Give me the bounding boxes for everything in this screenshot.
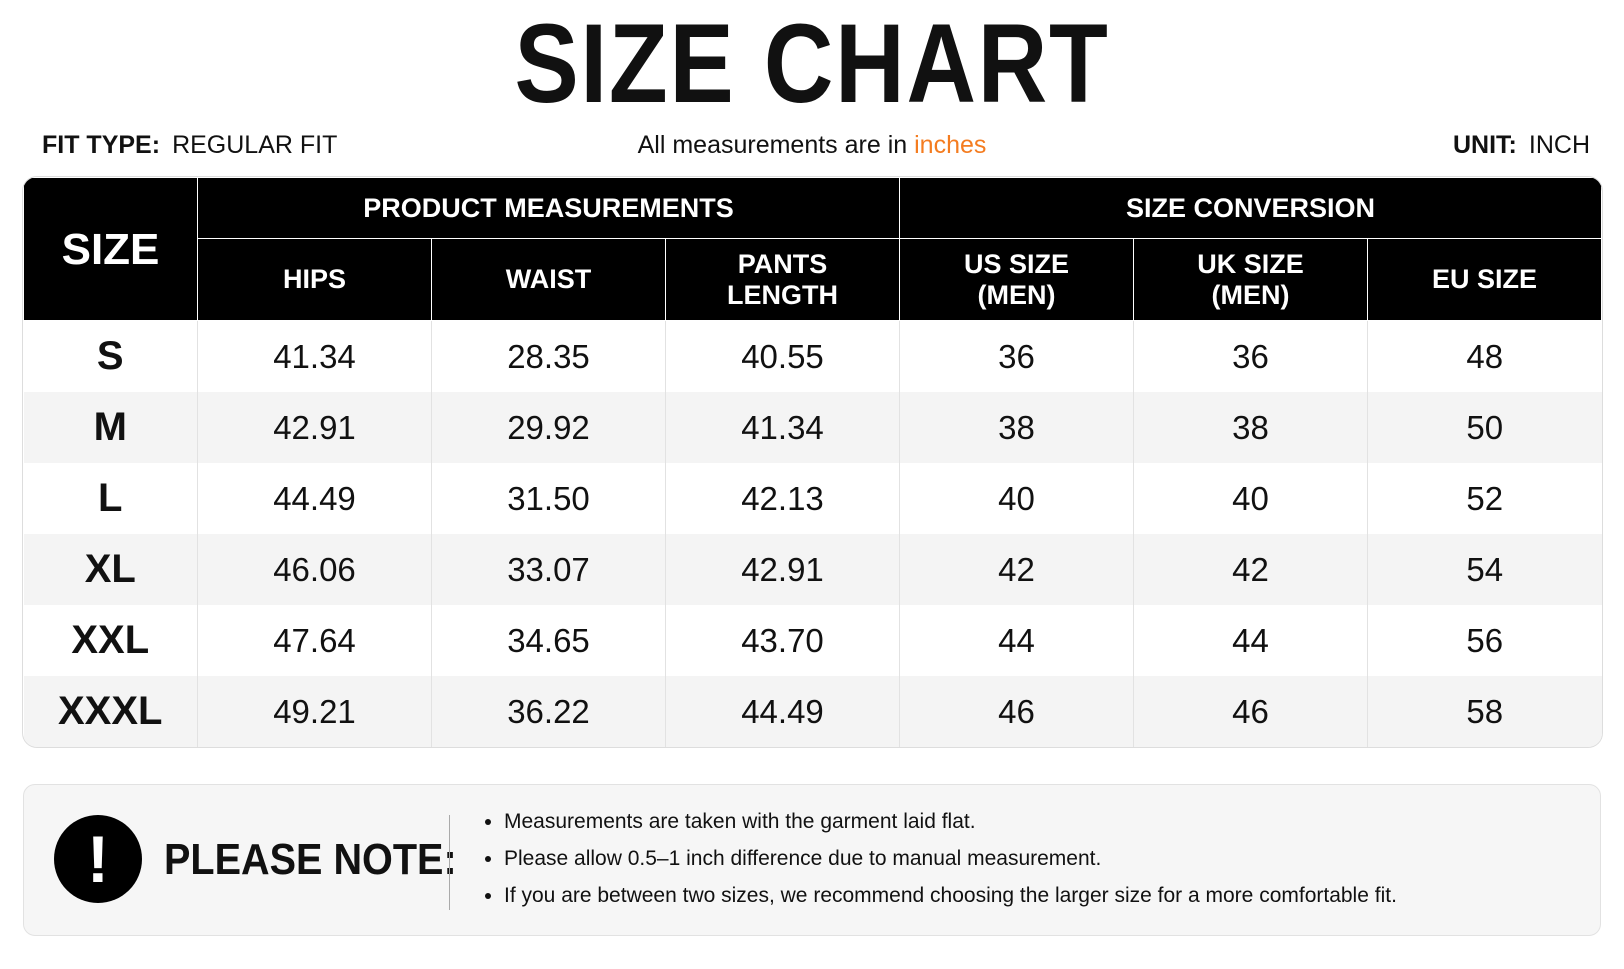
measure-unit: inches — [914, 131, 987, 159]
note-title: PLEASE NOTE: — [164, 835, 457, 884]
size-table: SIZE PRODUCT MEASUREMENTS SIZE CONVERSION … — [23, 177, 1603, 747]
cell: 38 — [899, 392, 1134, 463]
measure-text: All measurements are in — [637, 131, 908, 159]
cell: 28.35 — [431, 320, 666, 392]
note-list: Measurements are taken with the garment … — [479, 803, 1397, 914]
cell: 29.92 — [431, 392, 666, 463]
cell: 36 — [899, 320, 1134, 392]
table-row: XXL 47.64 34.65 43.70 44 44 56 — [24, 605, 1602, 676]
column-header: PANTS LENGTH — [665, 238, 900, 321]
cell: 38 — [1133, 392, 1368, 463]
fit-label: FIT TYPE: — [42, 131, 161, 159]
note-item: Please allow 0.5–1 inch difference due t… — [504, 840, 1397, 877]
cell: 54 — [1366, 534, 1602, 605]
cell: 42.91 — [197, 392, 432, 463]
measure-note: All measurements are in inches — [0, 130, 1624, 160]
cell: 33.07 — [431, 534, 666, 605]
cell: 46 — [899, 676, 1134, 747]
cell: 48 — [1366, 320, 1602, 392]
table-row: M 42.91 29.92 41.34 38 38 50 — [23, 392, 1602, 463]
cell: 40.55 — [665, 320, 900, 392]
note-box: ! PLEASE NOTE: Measurements are taken wi… — [23, 784, 1601, 936]
fit-type: FIT TYPE: REGULAR FIT — [42, 130, 337, 160]
group-header: SIZE CONVERSION — [898, 177, 1603, 239]
table-row: L 44.49 31.50 42.13 40 40 52 — [24, 463, 1602, 534]
size-cell: XXL — [71, 618, 150, 662]
unit-label: UNIT: — [1453, 131, 1517, 159]
cell: 34.65 — [431, 605, 666, 676]
cell: 42.91 — [665, 534, 900, 605]
table-row: XL 46.06 33.07 42.91 42 42 54 — [23, 534, 1602, 605]
unit: UNIT: INCH — [1453, 130, 1590, 160]
unit-value: INCH — [1528, 131, 1590, 159]
cell: 44 — [1133, 605, 1368, 676]
column-header: UK SIZE (MEN) — [1133, 238, 1368, 321]
cell: 40 — [899, 463, 1134, 534]
cell: 41.34 — [665, 392, 900, 463]
note-item: If you are between two sizes, we recomme… — [504, 877, 1397, 914]
size-cell: L — [98, 476, 123, 520]
table-row: S 41.34 28.35 40.55 36 36 48 — [24, 320, 1602, 392]
cell: 42 — [899, 534, 1134, 605]
cell: 36.22 — [431, 676, 666, 747]
cell: 49.21 — [197, 676, 432, 747]
cell: 40 — [1133, 463, 1368, 534]
cell: 52 — [1366, 463, 1602, 534]
cell: 31.50 — [431, 463, 666, 534]
cell: 41.34 — [197, 320, 432, 392]
cell: 56 — [1366, 605, 1602, 676]
alert-icon: ! — [54, 815, 142, 903]
cell: 44.49 — [665, 676, 900, 747]
cell: 47.64 — [197, 605, 432, 676]
cell: 44 — [899, 605, 1134, 676]
group-header: PRODUCT MEASUREMENTS — [197, 177, 900, 239]
cell: 46.06 — [197, 534, 432, 605]
column-header: HIPS — [197, 238, 432, 321]
column-header: WAIST — [431, 238, 666, 321]
cell: 46 — [1133, 676, 1368, 747]
note-item: Measurements are taken with the garment … — [504, 803, 1397, 840]
cell: 43.70 — [665, 605, 900, 676]
cell: 58 — [1366, 676, 1602, 747]
size-cell: XL — [23, 534, 198, 605]
cell: 42.13 — [665, 463, 900, 534]
fit-value: REGULAR FIT — [172, 131, 338, 159]
size-cell: XXXL — [23, 676, 198, 747]
column-header: EU SIZE — [1366, 238, 1603, 321]
divider — [449, 815, 450, 910]
table-row: XXXL 49.21 36.22 44.49 46 46 58 — [23, 676, 1602, 747]
column-header: US SIZE (MEN) — [899, 238, 1134, 321]
size-cell: S — [96, 334, 124, 378]
cell: 50 — [1366, 392, 1602, 463]
size-cell: M — [23, 392, 198, 463]
cell: 44.49 — [197, 463, 432, 534]
cell: 36 — [1133, 320, 1368, 392]
title: SIZE CHART — [514, 1, 1110, 126]
size-header: SIZE — [23, 177, 198, 321]
cell: 42 — [1133, 534, 1368, 605]
